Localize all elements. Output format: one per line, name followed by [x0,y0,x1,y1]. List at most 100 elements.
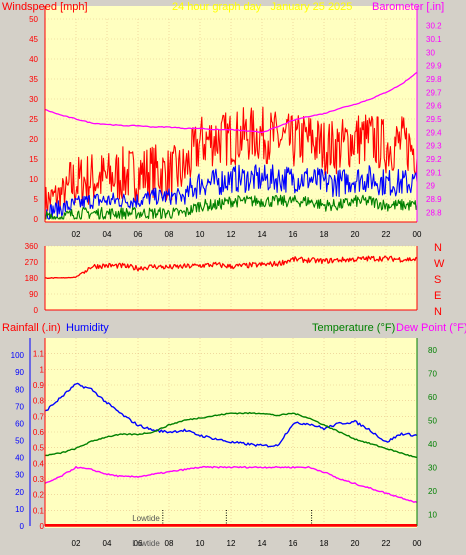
climate-x-tick-label: 04 [103,539,112,548]
wind-x-tick-label: 02 [72,230,81,239]
humidity-axis-label: Humidity [66,322,109,334]
barometer-tick-label: 28.9 [426,195,442,204]
barometer-tick-label: 29.9 [426,62,442,71]
direction-tick-label: 0 [34,306,39,315]
climate-x-tick-label: 14 [258,539,267,548]
tide-label: Lowtide [132,514,160,523]
rain-tick-label: 0.7 [33,412,45,421]
barometer-axis-label: Barometer [.in] [372,1,444,13]
rain-tick-label: 0.4 [33,459,45,468]
rainfall-axis-label: Rainfall (.in) [2,322,61,334]
wind-axis-label: Windspeed [mph] [2,1,88,13]
rain-tick-label: 1.1 [33,350,45,359]
rain-tick-label: 0.3 [33,475,45,484]
barometer-tick-label: 29.7 [426,88,442,97]
rain-tick-label: 0.5 [33,444,45,453]
direction-tick-label: 180 [25,274,39,283]
tide-axis-label: Lowtide [132,539,160,548]
humidity-tick-label: 10 [15,505,24,514]
barometer-tick-label: 30.1 [426,35,442,44]
wind-tick-label: 35 [29,75,38,84]
wind-x-tick-label: 16 [289,230,298,239]
humidity-tick-label: 40 [15,454,24,463]
barometer-tick-label: 29 [426,182,435,191]
barometer-tick-label: 30 [426,48,435,57]
axes: 0510152025303540455028.828.92929.129.229… [11,6,445,548]
wind-x-tick-label: 08 [165,230,174,239]
wind-tick-label: 30 [29,95,38,104]
climate-x-tick-label: 10 [196,539,205,548]
wind-direction-line [45,255,418,279]
temperature-tick-label: 40 [428,440,437,449]
compass-label: N [434,306,442,318]
barometer-tick-label: 29.4 [426,128,442,137]
temperature-tick-label: 70 [428,369,437,378]
wind-x-tick-label: 06 [134,230,143,239]
wind-gust-line [44,106,418,219]
temperature-tick-label: 30 [428,463,437,472]
barometer-tick-label: 29.6 [426,102,442,111]
wind-tick-label: 0 [34,215,39,224]
direction-tick-label: 90 [29,290,38,299]
dew-point-line [44,465,418,504]
humidity-tick-label: 20 [15,488,24,497]
rain-tick-label: 0.9 [33,381,45,390]
rain-tick-label: 1 [40,365,45,374]
temperature-tick-label: 60 [428,393,437,402]
wind-x-tick-label: 12 [227,230,236,239]
humidity-tick-label: 100 [11,351,25,360]
direction-tick-label: 360 [25,242,39,251]
wind-average-line [44,164,418,220]
temperature-axis-label: Temperature (°F) [312,322,395,334]
temperature-tick-label: 50 [428,416,437,425]
humidity-tick-label: 70 [15,402,24,411]
direction-tick-label: 270 [25,258,39,267]
rain-tick-label: 0.8 [33,397,45,406]
wind-tick-label: 45 [29,35,38,44]
barometer-tick-label: 29.1 [426,168,442,177]
climate-x-tick-label: 08 [165,539,174,548]
temperature-tick-label: 20 [428,487,437,496]
humidity-tick-label: 50 [15,437,24,446]
wind-low-line [45,194,418,220]
series-layer [44,71,418,526]
dew-point-axis-label: Dew Point (°F) [396,322,466,334]
humidity-tick-label: 30 [15,471,24,480]
climate-x-tick-label: 06 [134,539,143,548]
wind-x-tick-label: 10 [196,230,205,239]
rain-tick-label: 0 [40,522,45,531]
wind-x-tick-label: 22 [382,230,391,239]
climate-x-tick-label: 02 [72,539,81,548]
rain-tick-label: 0.1 [33,506,45,515]
temperature-line [44,411,418,459]
climate-x-tick-label: 12 [227,539,236,548]
barometer-line [44,71,418,134]
wind-tick-label: 20 [29,135,38,144]
compass-label: W [434,258,445,270]
wind-tick-label: 15 [29,155,38,164]
barometer-tick-label: 29.5 [426,115,442,124]
rain-tick-label: 0.2 [33,491,45,500]
wind-tick-label: 5 [34,195,39,204]
barometer-tick-label: 29.8 [426,75,442,84]
wind-tick-label: 10 [29,175,38,184]
climate-x-tick-label: 16 [289,539,298,548]
climate-x-tick-label: 18 [320,539,329,548]
compass-label: E [434,290,441,302]
barometer-tick-label: 29.2 [426,155,442,164]
barometer-tick-label: 28.8 [426,208,442,217]
rain-tick-label: 0.6 [33,428,45,437]
humidity-line [44,382,418,448]
compass-label: N [434,242,442,254]
climate-x-tick-label: 20 [351,539,360,548]
chart-title: 24 hour graph day January 25 2025 [172,1,352,13]
wind-x-tick-label: 04 [103,230,112,239]
wind-tick-label: 40 [29,55,38,64]
humidity-tick-label: 90 [15,368,24,377]
humidity-tick-label: 80 [15,385,24,394]
humidity-tick-label: 0 [20,522,25,531]
wind-x-tick-label: 20 [351,230,360,239]
wind-tick-label: 50 [29,15,38,24]
climate-plot-area [45,338,417,528]
